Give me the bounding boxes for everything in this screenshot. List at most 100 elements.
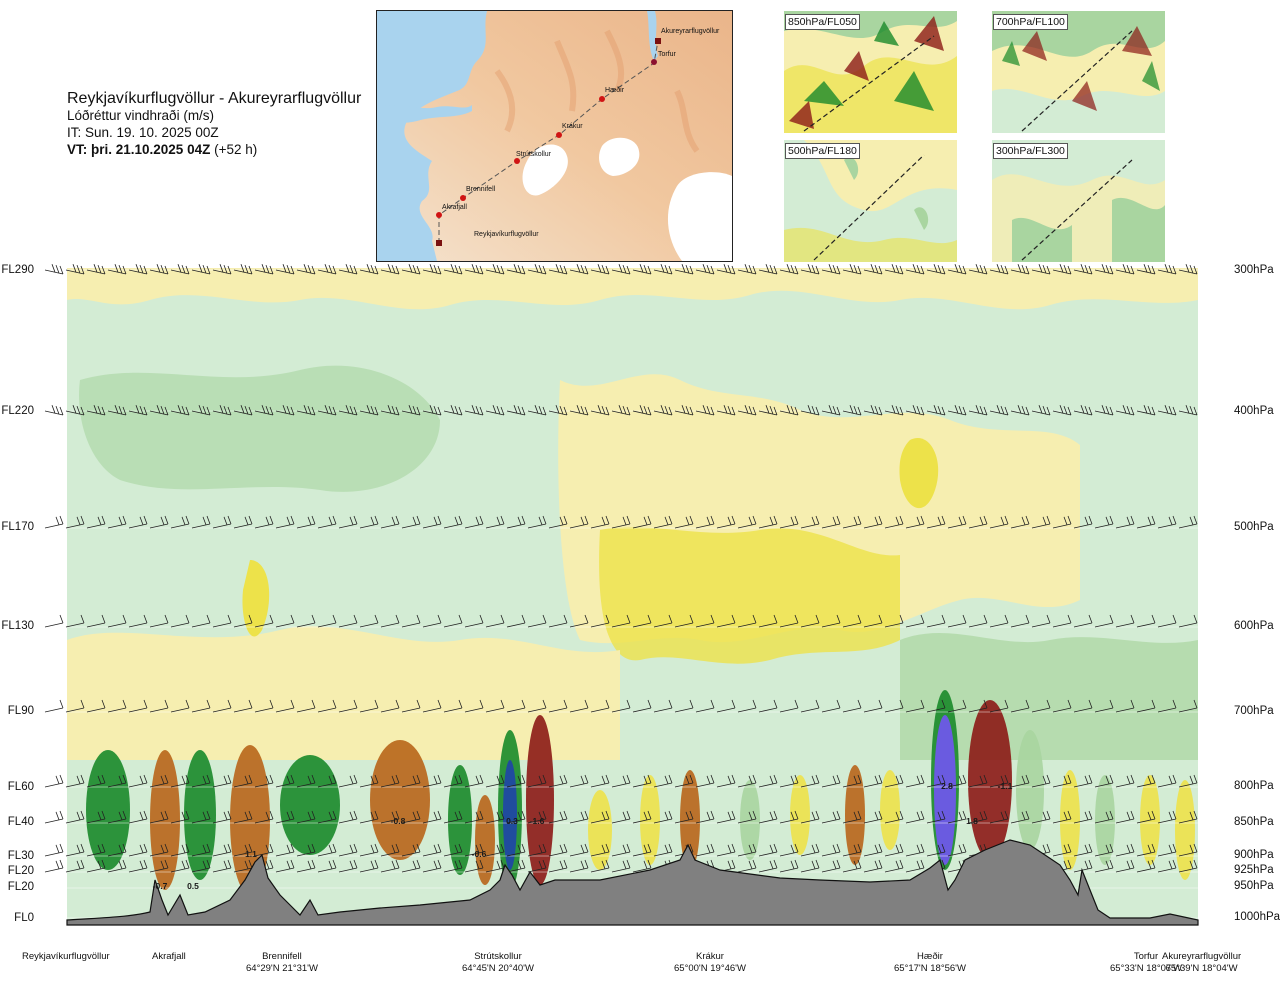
valid-time: VT: þri. 21.10.2025 04Z (+52 h) xyxy=(67,141,361,158)
wind-barb-r8-654 xyxy=(653,843,673,857)
wind-barb-r5-990 xyxy=(989,699,1009,713)
wind-barb-r2-108 xyxy=(107,405,127,416)
valid-time-bold: VT: þri. 21.10.2025 04Z xyxy=(67,142,211,157)
fl-label-10: FL20 xyxy=(7,881,34,893)
cell-8 xyxy=(475,795,495,885)
wind-barb-r3-1158 xyxy=(1157,515,1177,529)
wind-barb-r8-381 xyxy=(380,843,400,857)
wind-barb-r4-1053 xyxy=(1052,614,1072,628)
wind-barb-r1-87 xyxy=(86,264,106,275)
wind-barb-r2-276 xyxy=(275,405,295,416)
wind-barb-r8-633 xyxy=(632,843,652,857)
wind-barb-r1-255 xyxy=(254,264,274,275)
wind-barb-r8-906 xyxy=(905,843,925,857)
wind-barb-r5-171 xyxy=(170,699,190,713)
wind-barb-r3-171 xyxy=(170,515,190,529)
valid-time-offset: (+52 h) xyxy=(210,142,258,157)
fl-label-5: FL90 xyxy=(7,705,34,717)
wind-barb-r9-318 xyxy=(317,859,337,873)
wind-barb-r8-1095 xyxy=(1094,843,1114,857)
map-marker-haedir xyxy=(599,96,605,102)
wind-barb-r1-108 xyxy=(107,264,127,275)
location-coord: 65°39'N 18°04'W xyxy=(1165,963,1238,974)
wind-barb-r5-486 xyxy=(485,699,505,713)
wind-barb-r8-465 xyxy=(464,843,484,857)
thumb-300hpa[interactable]: 300hPa/FL300 xyxy=(992,140,1165,262)
location-coord: 65°33'N 18°07'W xyxy=(1110,963,1182,974)
wind-barb-r5-591 xyxy=(590,699,610,713)
wind-barb-r5-45 xyxy=(44,699,64,713)
wind-barb-r4-465 xyxy=(464,614,484,628)
wind-barb-r5-1095 xyxy=(1094,699,1114,713)
wind-barb-r9-150 xyxy=(149,859,169,873)
wind-barb-r5-66 xyxy=(65,699,85,713)
thumb-500hpa[interactable]: 500hPa/FL180 xyxy=(784,140,957,262)
wind-barb-r3-906 xyxy=(905,515,925,529)
wind-barb-r1-402 xyxy=(401,264,421,275)
value-label-3: 1.1 xyxy=(245,849,257,859)
wind-barb-r2-696 xyxy=(695,405,715,416)
wind-barb-r3-864 xyxy=(863,515,883,529)
wind-barb-r6-633 xyxy=(632,774,652,788)
mid-up-patch xyxy=(242,560,270,637)
wind-barb-r7-381 xyxy=(380,810,400,824)
wind-barb-r8-171 xyxy=(170,843,190,857)
wind-barb-r8-276 xyxy=(275,843,295,857)
location-name: Akureyrarflugvöllur xyxy=(1162,951,1242,962)
location-akrafjall: Akrafjall xyxy=(152,951,186,963)
wind-barb-r3-339 xyxy=(338,515,358,529)
thumb-850hpa[interactable]: 850hPa/FL050 xyxy=(784,11,957,133)
wind-barb-r6-45 xyxy=(44,774,64,788)
wind-barb-r1-591 xyxy=(590,264,610,275)
thumb-700hpa-field xyxy=(992,11,1165,133)
wind-barb-r6-801 xyxy=(800,774,820,788)
wind-barb-r8-150 xyxy=(149,843,169,857)
wind-barb-r4-864 xyxy=(863,614,883,628)
wind-barb-r2-906 xyxy=(905,405,925,416)
wind-barb-r7-465 xyxy=(464,810,484,824)
thumb-700hpa[interactable]: 700hPa/FL100 xyxy=(992,11,1165,133)
chart-title-block: Reykjavíkurflugvöllur - Akureyrarflugvöl… xyxy=(67,90,361,158)
wind-barb-r5-822 xyxy=(821,699,841,713)
wind-barb-r5-1011 xyxy=(1010,699,1030,713)
wind-barb-r6-906 xyxy=(905,774,925,788)
wind-barbs xyxy=(44,264,1198,873)
hpa-label-7: 850hPa xyxy=(1234,816,1274,828)
map-fjord xyxy=(377,105,472,123)
wind-barb-r4-549 xyxy=(548,614,568,628)
fl-label-4: FL130 xyxy=(1,620,34,632)
map-glacier-hofsjokull xyxy=(599,137,640,176)
wind-barb-r2-192 xyxy=(191,405,211,416)
wind-barb-r1-969 xyxy=(968,264,988,275)
wind-barb-r4-66 xyxy=(65,614,85,628)
wind-barb-r5-87 xyxy=(86,699,106,713)
fl-label-9: FL20 xyxy=(7,865,34,877)
wind-barb-r7-633 xyxy=(632,810,652,824)
cell-22 xyxy=(1095,775,1115,865)
wind-barb-r9-759 xyxy=(758,859,778,873)
wind-barb-r3-1011 xyxy=(1010,515,1030,529)
wind-barb-r2-717 xyxy=(716,405,736,416)
wind-barb-r3-129 xyxy=(128,515,148,529)
wind-barb-r6-885 xyxy=(884,774,904,788)
wind-barb-r4-1179 xyxy=(1178,614,1198,628)
map-label-akureyrarflugvollur: Akureyrarflugvöllur xyxy=(661,28,720,35)
wind-barb-r1-570 xyxy=(569,264,589,275)
wind-barb-r6-1137 xyxy=(1136,774,1156,788)
wind-barb-r4-129 xyxy=(128,614,148,628)
map-eyjafjordur xyxy=(647,11,658,61)
hpa-label-11: 1000hPa xyxy=(1234,911,1280,923)
wind-barb-r3-423 xyxy=(422,515,442,529)
wind-barb-r6-654 xyxy=(653,774,673,788)
wind-barb-r8-108 xyxy=(107,843,127,857)
wind-barb-r4-255 xyxy=(254,614,274,628)
wind-barb-r3-591 xyxy=(590,515,610,529)
value-label-6: 0.3 xyxy=(506,816,518,826)
wind-barb-r6-1011 xyxy=(1010,774,1030,788)
wind-barb-r7-297 xyxy=(296,810,316,824)
wind-barb-r8-402 xyxy=(401,843,421,857)
wind-barb-r3-402 xyxy=(401,515,421,529)
cell-24 xyxy=(1175,780,1195,880)
map-marker-strutskollur xyxy=(514,158,520,164)
wind-barb-r5-297 xyxy=(296,699,316,713)
